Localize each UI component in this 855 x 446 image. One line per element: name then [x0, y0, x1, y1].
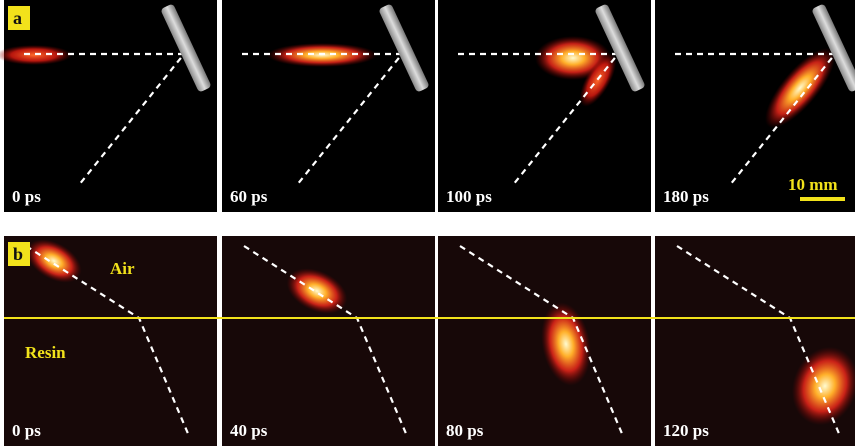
panel-b: 0 ps 40 ps 80 ps 120 ps Air Resin b: [4, 230, 855, 446]
panel-label: b: [13, 244, 23, 264]
panel-label: a: [13, 8, 22, 28]
panel-a: 0 ps 60 ps 100 ps 180 ps 10 mm a: [0, 0, 855, 212]
time-label: 180 ps: [663, 187, 709, 206]
medium-label: Air: [110, 259, 135, 278]
time-label: 40 ps: [230, 421, 268, 440]
medium-label: Resin: [25, 343, 66, 362]
figure: 0 ps 60 ps 100 ps 180 ps 10 mm a 0 ps 40 ps 80 …: [0, 0, 855, 446]
frame: [222, 236, 435, 446]
time-label: 0 ps: [12, 421, 41, 440]
time-label: 120 ps: [663, 421, 709, 440]
time-label: 80 ps: [446, 421, 484, 440]
time-label: 100 ps: [446, 187, 492, 206]
time-label: 60 ps: [230, 187, 268, 206]
time-label: 0 ps: [12, 187, 41, 206]
scale-bar: [800, 197, 845, 201]
scale-bar-label: 10 mm: [788, 175, 838, 194]
